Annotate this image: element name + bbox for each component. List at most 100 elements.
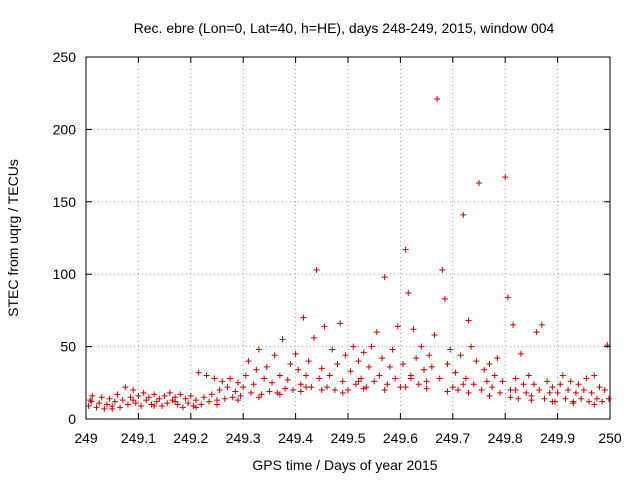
data-point <box>185 400 192 407</box>
data-point <box>431 332 438 339</box>
data-point <box>460 211 467 218</box>
data-point <box>237 392 244 399</box>
data-point <box>478 387 485 394</box>
data-point <box>253 366 260 373</box>
data-point <box>279 336 286 343</box>
y-tick-label: 150 <box>53 194 77 210</box>
data-point <box>460 381 467 388</box>
data-point <box>211 375 218 382</box>
data-point <box>434 95 441 102</box>
data-point <box>489 384 496 391</box>
data-point <box>465 389 472 396</box>
x-tick-label: 249.1 <box>121 430 156 446</box>
data-point <box>103 401 110 408</box>
y-tick-labels: 0 50 100 150 200 250 <box>53 49 77 427</box>
data-point <box>242 372 249 379</box>
data-point <box>517 350 524 357</box>
data-point <box>227 375 234 382</box>
data-point <box>130 397 137 404</box>
data-point <box>386 363 393 370</box>
data-point <box>158 402 165 409</box>
data-point <box>572 389 579 396</box>
data-point <box>436 375 443 382</box>
data-point <box>297 381 304 388</box>
data-point <box>423 385 430 392</box>
data-point <box>305 358 312 365</box>
data-point <box>591 372 598 379</box>
data-point <box>143 397 150 404</box>
data-point <box>219 378 226 385</box>
data-point <box>402 246 409 253</box>
data-point <box>507 387 514 394</box>
data-point <box>263 363 270 370</box>
data-point <box>481 366 488 373</box>
data-point <box>389 346 396 353</box>
data-point <box>567 378 574 385</box>
data-point <box>250 381 257 388</box>
data-point <box>111 398 118 405</box>
data-point <box>261 375 268 382</box>
data-point <box>324 384 331 391</box>
data-point <box>523 389 530 396</box>
data-point <box>109 405 116 412</box>
data-point <box>166 389 173 396</box>
data-point <box>549 384 556 391</box>
data-point <box>376 372 383 379</box>
data-point <box>405 290 412 297</box>
data-point <box>392 375 399 382</box>
data-point <box>195 369 202 376</box>
data-point <box>355 358 362 365</box>
x-tick-label: 249.3 <box>226 430 261 446</box>
x-tick-label: 249.4 <box>278 430 313 446</box>
data-point <box>224 384 231 391</box>
data-point <box>140 389 147 396</box>
y-tick-label: 100 <box>53 266 77 282</box>
data-point <box>596 384 603 391</box>
data-point <box>127 394 134 401</box>
data-point <box>557 381 564 388</box>
y-tick-label: 200 <box>53 121 77 137</box>
data-point <box>161 392 168 399</box>
data-point <box>303 384 310 391</box>
data-point <box>300 314 307 321</box>
data-point <box>394 323 401 330</box>
data-point <box>258 391 265 398</box>
data-point <box>234 379 241 386</box>
data-point <box>415 381 422 388</box>
data-point <box>426 352 433 359</box>
data-point <box>96 400 103 407</box>
data-point <box>326 372 333 379</box>
data-point <box>182 395 189 402</box>
data-point <box>316 375 323 382</box>
data-point <box>465 317 472 324</box>
data-point <box>512 375 519 382</box>
data-point <box>93 404 100 411</box>
data-point <box>313 266 320 273</box>
x-tick-label: 249.8 <box>488 430 523 446</box>
data-point <box>486 360 493 367</box>
data-point <box>187 392 194 399</box>
data-point <box>510 321 517 328</box>
data-point <box>153 398 160 405</box>
data-point <box>536 387 543 394</box>
x-axis-label: GPS time / Days of year 2015 <box>252 457 437 473</box>
data-point <box>588 389 595 396</box>
x-tick-label: 249.9 <box>540 430 575 446</box>
data-point <box>541 395 548 402</box>
data-point <box>365 363 372 370</box>
data-point <box>248 389 255 396</box>
data-point <box>360 385 367 392</box>
data-point <box>352 381 359 388</box>
data-point <box>255 394 262 401</box>
data-point <box>601 387 608 394</box>
data-point <box>297 388 304 395</box>
data-point <box>599 398 606 405</box>
data-point <box>130 387 137 394</box>
data-point <box>287 360 294 367</box>
data-point <box>132 400 139 407</box>
data-point <box>470 381 477 388</box>
data-point <box>255 346 262 353</box>
data-point <box>85 402 92 409</box>
data-point <box>554 389 561 396</box>
